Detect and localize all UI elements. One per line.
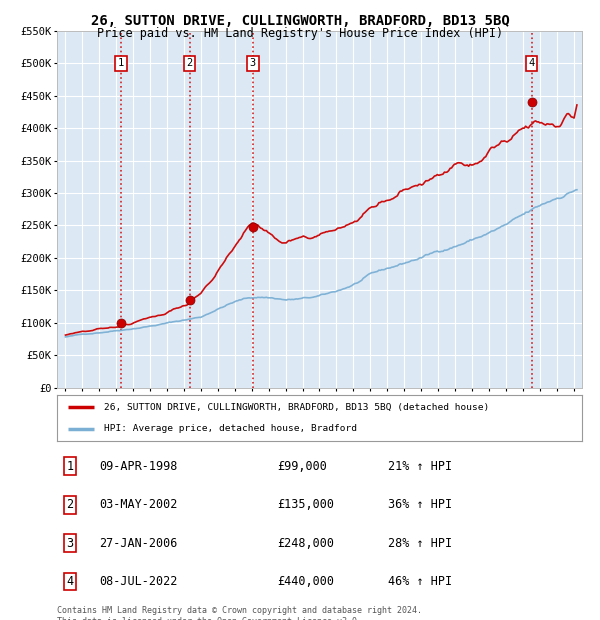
Text: 21% ↑ HPI: 21% ↑ HPI xyxy=(388,460,452,472)
Text: 27-JAN-2006: 27-JAN-2006 xyxy=(99,537,178,549)
Text: 2: 2 xyxy=(187,58,193,68)
Text: 3: 3 xyxy=(67,537,74,549)
Text: 08-JUL-2022: 08-JUL-2022 xyxy=(99,575,178,588)
Text: 1: 1 xyxy=(118,58,124,68)
Text: 2: 2 xyxy=(67,498,74,511)
Text: 36% ↑ HPI: 36% ↑ HPI xyxy=(388,498,452,511)
Text: 1: 1 xyxy=(67,460,74,472)
Text: 26, SUTTON DRIVE, CULLINGWORTH, BRADFORD, BD13 5BQ: 26, SUTTON DRIVE, CULLINGWORTH, BRADFORD… xyxy=(91,14,509,29)
Text: 03-MAY-2002: 03-MAY-2002 xyxy=(99,498,178,511)
Text: 3: 3 xyxy=(250,58,256,68)
Text: 46% ↑ HPI: 46% ↑ HPI xyxy=(388,575,452,588)
Text: 4: 4 xyxy=(67,575,74,588)
Text: 09-APR-1998: 09-APR-1998 xyxy=(99,460,178,472)
Text: 28% ↑ HPI: 28% ↑ HPI xyxy=(388,537,452,549)
Text: Contains HM Land Registry data © Crown copyright and database right 2024.
This d: Contains HM Land Registry data © Crown c… xyxy=(57,606,422,620)
Text: £440,000: £440,000 xyxy=(277,575,335,588)
Text: 26, SUTTON DRIVE, CULLINGWORTH, BRADFORD, BD13 5BQ (detached house): 26, SUTTON DRIVE, CULLINGWORTH, BRADFORD… xyxy=(104,403,490,412)
Text: Price paid vs. HM Land Registry's House Price Index (HPI): Price paid vs. HM Land Registry's House … xyxy=(97,27,503,40)
Text: HPI: Average price, detached house, Bradford: HPI: Average price, detached house, Brad… xyxy=(104,424,357,433)
Text: £248,000: £248,000 xyxy=(277,537,335,549)
Text: £99,000: £99,000 xyxy=(277,460,328,472)
Text: £135,000: £135,000 xyxy=(277,498,335,511)
Text: 4: 4 xyxy=(529,58,535,68)
